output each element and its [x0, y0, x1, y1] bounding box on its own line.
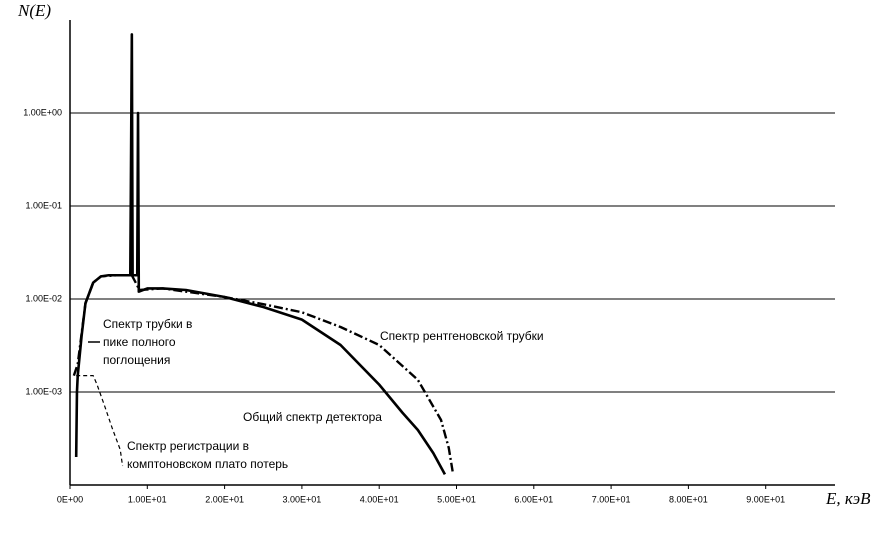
y-tick-label: 1.00E+00 [23, 107, 62, 117]
annotation: комптоновском плато потерь [127, 457, 288, 471]
y-tick-label: 1.00E-01 [25, 200, 62, 210]
x-tick-label: 8.00E+01 [669, 494, 708, 504]
annotation: Спектр регистрации в [127, 439, 249, 453]
y-tick-label: 1.00E-02 [25, 293, 62, 303]
x-tick-label: 1.00E+01 [128, 494, 167, 504]
x-tick-label: 7.00E+01 [592, 494, 631, 504]
x-tick-label: 9.00E+01 [746, 494, 785, 504]
series-label: Спектр рентгеновской трубки [380, 329, 544, 343]
y-tick-label: 1.00E-03 [25, 386, 62, 396]
x-tick-label: 0E+00 [57, 494, 83, 504]
x-tick-label: 4.00E+01 [360, 494, 399, 504]
y-axis-label: N(E) [17, 1, 51, 20]
series-line [76, 375, 124, 467]
x-tick-label: 2.00E+01 [205, 494, 244, 504]
annotation: поглощения [103, 353, 170, 367]
x-tick-label: 5.00E+01 [437, 494, 476, 504]
annotation: Спектр трубки в [103, 317, 192, 331]
x-axis-label: E, кэВ [825, 489, 871, 508]
series-label: Общий спектр детектора [243, 410, 382, 424]
series-line [74, 33, 447, 476]
x-tick-label: 3.00E+01 [283, 494, 322, 504]
annotation: пике полного [103, 335, 176, 349]
x-tick-label: 6.00E+01 [514, 494, 553, 504]
